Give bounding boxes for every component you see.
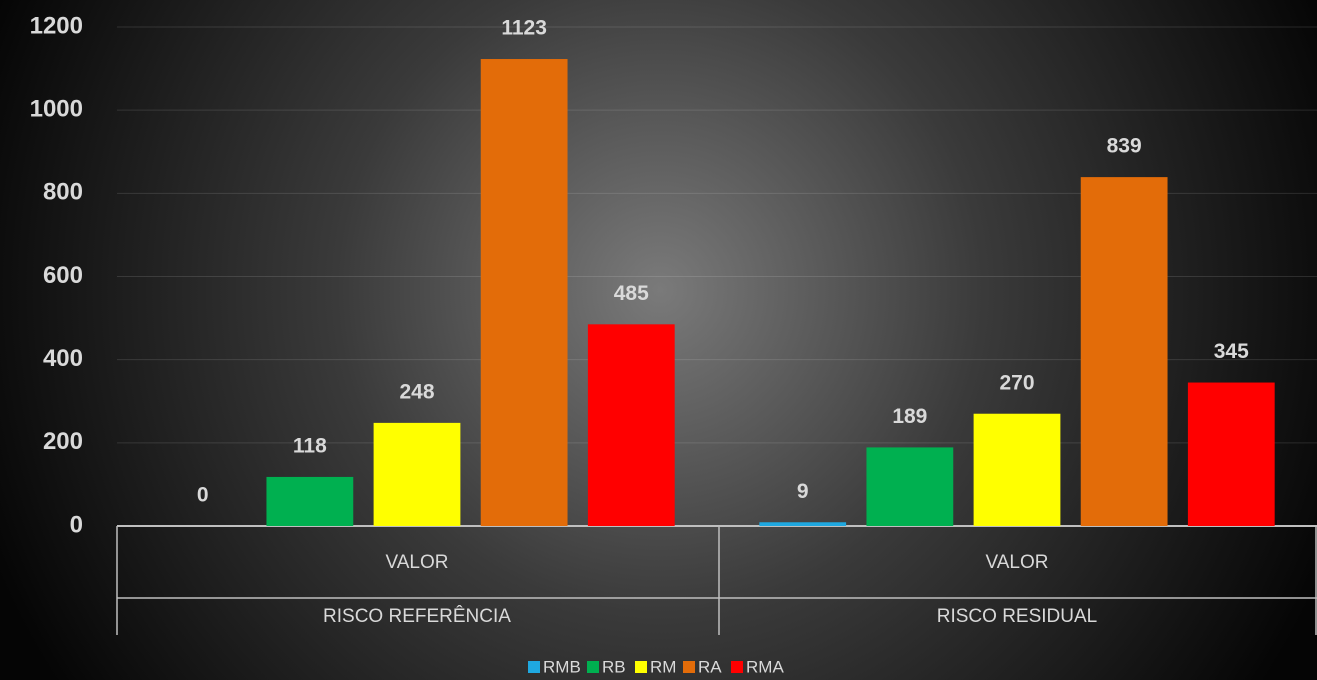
bar <box>973 413 1061 526</box>
legend-label: RA <box>698 657 722 676</box>
data-label: 118 <box>293 434 327 457</box>
legend-swatch <box>528 661 540 673</box>
legend-label: RB <box>602 657 626 676</box>
legend-swatch <box>683 661 695 673</box>
category-group-label: RISCO RESIDUAL <box>937 606 1097 627</box>
data-label: 270 <box>999 371 1034 394</box>
data-label: 839 <box>1107 135 1142 158</box>
data-label: 189 <box>892 405 927 428</box>
legend-swatch <box>587 661 599 673</box>
legend-label: RMB <box>543 657 581 676</box>
x-tick-label: VALOR <box>985 552 1048 573</box>
y-tick-label: 400 <box>43 345 83 372</box>
bar <box>866 447 954 526</box>
data-label: 248 <box>399 380 434 403</box>
bar <box>1080 177 1168 526</box>
data-label: 345 <box>1214 340 1249 363</box>
data-label: 1123 <box>501 17 547 40</box>
bar <box>266 476 354 526</box>
x-tick-label: VALOR <box>385 552 448 573</box>
bar <box>373 422 461 526</box>
category-group-label: RISCO REFERÊNCIA <box>323 605 511 627</box>
legend-swatch <box>635 661 647 673</box>
y-tick-label: 200 <box>43 428 83 455</box>
bar <box>759 522 847 526</box>
y-tick-label: 1200 <box>30 12 83 39</box>
data-label: 9 <box>797 480 809 503</box>
bar <box>587 324 675 526</box>
bar <box>1187 382 1275 526</box>
data-label: 485 <box>614 282 649 305</box>
y-tick-label: 1000 <box>30 96 83 123</box>
legend-swatch <box>731 661 743 673</box>
y-tick-label: 800 <box>43 179 83 206</box>
data-label: 0 <box>197 484 209 507</box>
legend-label: RM <box>650 657 676 676</box>
legend-label: RMA <box>746 657 784 676</box>
y-tick-label: 0 <box>70 511 83 538</box>
y-tick-label: 600 <box>43 262 83 289</box>
bar <box>480 59 568 526</box>
